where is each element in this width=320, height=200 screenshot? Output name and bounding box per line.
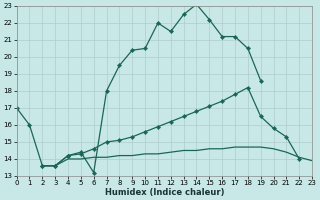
X-axis label: Humidex (Indice chaleur): Humidex (Indice chaleur) xyxy=(105,188,224,197)
